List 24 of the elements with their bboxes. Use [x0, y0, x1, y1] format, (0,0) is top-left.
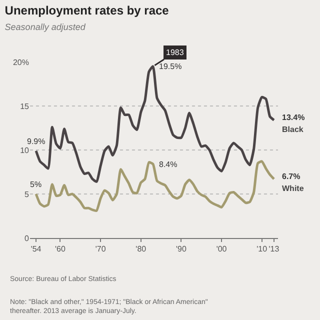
- annotation: 19.5%: [159, 62, 182, 71]
- annotation: 13.4%: [282, 113, 305, 122]
- annotation: 9.9%: [27, 137, 46, 146]
- series-label: Black: [282, 125, 304, 134]
- x-tick-label: '70: [95, 244, 106, 254]
- x-tick-label: '54: [30, 244, 42, 254]
- series-label: White: [282, 184, 304, 193]
- annotation: 6.7%: [282, 172, 300, 181]
- x-tick-label: '80: [136, 244, 147, 254]
- y-tick-label: 5: [24, 190, 30, 199]
- chart-title: Unemployment rates by race: [4, 3, 170, 18]
- annotation: 5%: [30, 180, 42, 189]
- x-tick-label: '10: [256, 244, 268, 254]
- x-tick-label: '60: [55, 244, 66, 254]
- x-tick-label: '00: [216, 244, 228, 254]
- x-tick-label: '13: [268, 244, 280, 254]
- chart-subtitle: Seasonally adjusted: [4, 22, 86, 32]
- y-tick-label: 20%: [12, 58, 29, 67]
- annotation: 1983: [166, 48, 184, 57]
- y-tick-label: 10: [20, 146, 30, 155]
- annotation: 8.4%: [159, 160, 178, 169]
- y-tick-label: 15: [20, 102, 30, 111]
- x-tick-label: '90: [176, 244, 187, 254]
- y-tick-label: 0: [24, 234, 30, 243]
